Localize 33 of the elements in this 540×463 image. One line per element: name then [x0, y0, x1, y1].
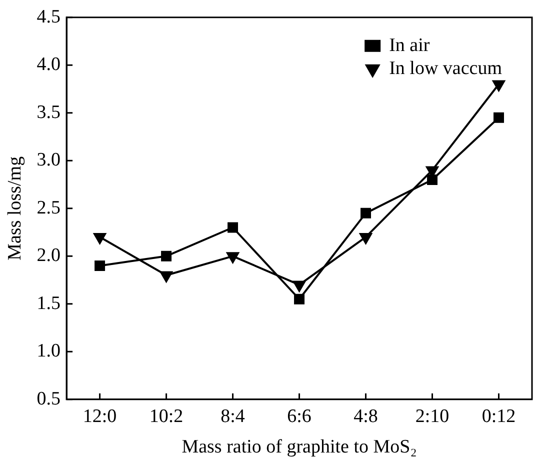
x-tick-label: 6:6 — [287, 406, 312, 427]
legend-label: In low vaccum — [389, 58, 502, 79]
point — [226, 252, 239, 264]
point — [228, 222, 238, 233]
point — [294, 294, 305, 304]
legend-label: In air — [389, 34, 430, 56]
point — [161, 250, 172, 262]
x-tick-label: 8:4 — [220, 406, 246, 427]
y-tick-label: 4.5 — [36, 6, 61, 28]
y-tick-label: 2.0 — [36, 245, 61, 266]
point — [94, 233, 106, 244]
point — [494, 112, 504, 123]
x-tick-label: 0:12 — [482, 406, 516, 427]
x-tick-label: 4:8 — [354, 406, 378, 427]
x-axis-title: Mass ratio of graphite to MoS₂ — [182, 436, 417, 458]
y-tick-label: 4.0 — [36, 54, 61, 76]
point — [492, 80, 505, 92]
y-tick-label: 0.5 — [36, 388, 61, 410]
y-tick-label: 2.5 — [36, 197, 61, 218]
point — [94, 260, 106, 271]
point — [360, 233, 372, 244]
x-tick-label: 2:10 — [415, 406, 450, 427]
point — [160, 271, 172, 282]
point — [360, 208, 372, 218]
point — [293, 280, 306, 292]
x-tick-label: 10:2 — [149, 406, 184, 427]
point — [427, 174, 438, 185]
y-tick-label: 3.0 — [36, 150, 61, 171]
x-tick-label: 12:0 — [82, 406, 117, 427]
y-tick-label: 1.5 — [36, 292, 61, 314]
y-tick-label: 3.5 — [36, 102, 61, 123]
y-tick-label: 1.0 — [36, 340, 61, 362]
y-axis-title: Mass loss/mg — [4, 156, 26, 260]
